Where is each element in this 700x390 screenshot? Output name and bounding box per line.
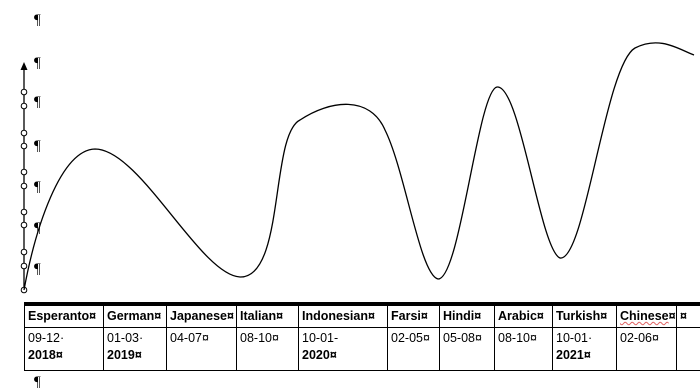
table-cell[interactable]: 02-06¤ [616,327,677,371]
table-cell[interactable]: Chinese¤ [616,302,677,328]
table-cell[interactable]: 08-10¤ [494,327,553,371]
table-cell[interactable]: 02-05¤ [387,327,440,371]
table-row: 09-12· 2018¤ 01-03· 2019¤ 04-07¤ 08-10¤ 10… [24,327,700,371]
paragraph-mark: ¶ [34,55,41,71]
table-cell[interactable]: 10-01· 2021¤ [552,327,617,371]
paragraph-mark: ¶ [34,220,41,236]
paragraph-mark: ¶ [34,374,41,390]
table-cell[interactable]: Indonesian¤ [298,302,388,328]
table-cell[interactable]: 01-03· 2019¤ [103,327,167,371]
axis-arrowhead [20,62,28,70]
table-cell[interactable]: 05-08¤ [439,327,495,371]
drawing-canvas [20,42,695,294]
table-cell[interactable]: Farsi¤ [387,302,440,328]
table-cell[interactable]: Italian¤ [236,302,299,328]
row-end-cell: ¤ [676,302,700,328]
table-cell[interactable]: 04-07¤ [166,327,237,371]
table-cell[interactable]: Hindi¤ [439,302,495,328]
axis-tick-markers [20,88,28,294]
table-cell[interactable]: Esperanto¤ [24,302,104,328]
row-end-cell [676,327,700,371]
paragraph-mark: ¶ [34,138,41,154]
table-cell[interactable]: Arabic¤ [494,302,553,328]
table-cell[interactable]: Japanese¤ [166,302,237,328]
table-cell[interactable]: 10-01- 2020¤ [298,327,388,371]
table-cell[interactable]: 08-10¤ [236,327,299,371]
table-cell[interactable]: 09-12· 2018¤ [24,327,104,371]
paragraph-mark: ¶ [34,12,41,28]
table-cell[interactable]: German¤ [103,302,167,328]
language-schedule-table: Esperanto¤ German¤ Japanese¤ Italian¤ In… [24,302,700,371]
trend-curve [23,42,695,291]
paragraph-mark: ¶ [34,179,41,195]
paragraph-mark: ¶ [34,94,41,110]
table-cell[interactable]: Turkish¤ [552,302,617,328]
table-header-row: Esperanto¤ German¤ Japanese¤ Italian¤ In… [24,302,700,328]
paragraph-mark: ¶ [34,261,41,277]
